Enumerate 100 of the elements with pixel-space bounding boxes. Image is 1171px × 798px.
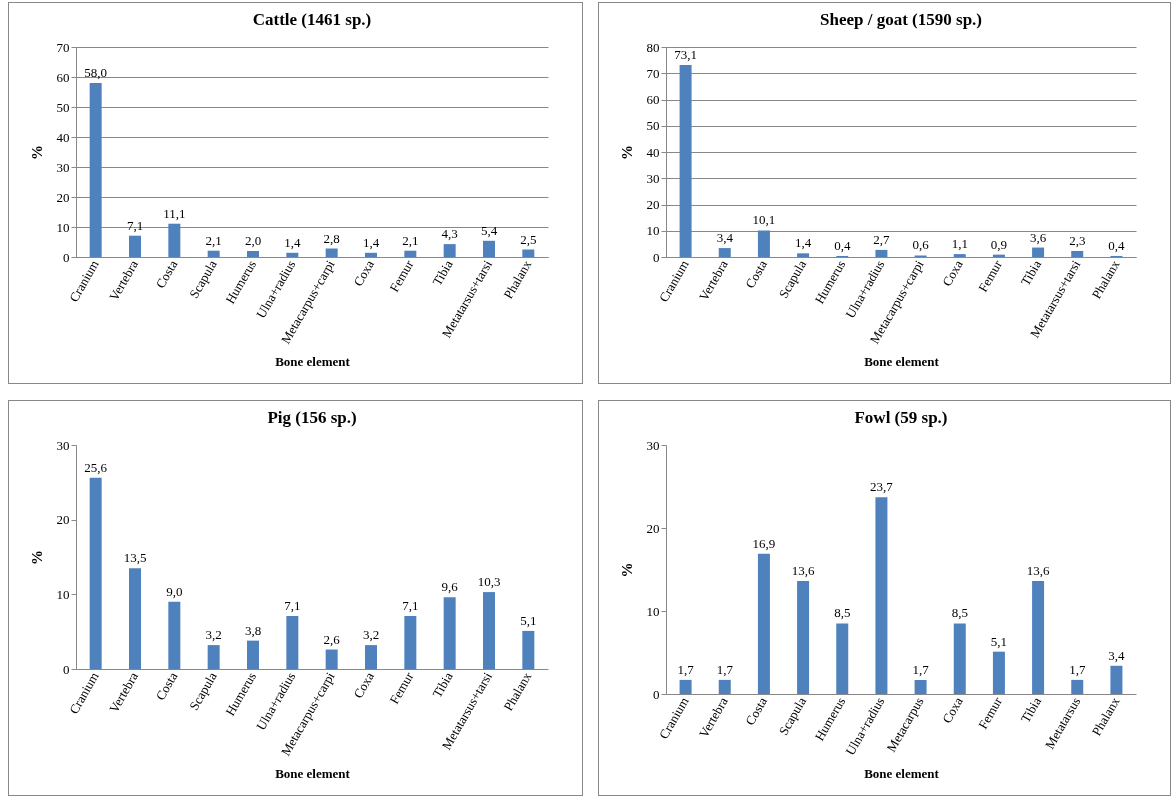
y-tick-label: 40 bbox=[646, 144, 660, 160]
data-label: 3,8 bbox=[244, 622, 262, 638]
bar bbox=[757, 230, 770, 257]
data-label: 7,1 bbox=[284, 597, 301, 613]
y-tick-label: 20 bbox=[56, 512, 70, 528]
x-axis-title: Bone element bbox=[864, 765, 940, 781]
data-label: 58,0 bbox=[84, 65, 108, 80]
bar bbox=[836, 623, 849, 694]
bar bbox=[89, 477, 102, 669]
y-axis-title: % bbox=[618, 145, 635, 160]
bar bbox=[522, 249, 535, 257]
data-label: 2,1 bbox=[402, 232, 419, 248]
bar bbox=[1071, 250, 1084, 257]
data-label: 0,4 bbox=[834, 237, 851, 253]
y-axis-title: % bbox=[28, 145, 45, 160]
bar bbox=[129, 235, 141, 257]
data-label: 2,7 bbox=[873, 231, 891, 247]
data-label: 1,7 bbox=[716, 661, 734, 677]
bar bbox=[365, 252, 377, 257]
data-label: 13,5 bbox=[123, 550, 147, 566]
bar bbox=[679, 679, 692, 694]
y-tick-label: 10 bbox=[56, 586, 70, 602]
y-tick-label: 20 bbox=[56, 189, 70, 205]
bar bbox=[914, 679, 927, 694]
bar bbox=[1032, 247, 1045, 257]
y-tick-label: 10 bbox=[56, 219, 70, 235]
bar bbox=[953, 623, 966, 694]
data-label: 0,4 bbox=[1108, 237, 1126, 253]
bar bbox=[953, 254, 966, 257]
data-label: 2,6 bbox=[323, 631, 341, 647]
y-tick-label: 50 bbox=[56, 99, 70, 115]
bar bbox=[129, 568, 141, 669]
data-label: 1,4 bbox=[794, 235, 812, 251]
y-tick-label: 20 bbox=[646, 520, 660, 536]
data-label: 4,3 bbox=[441, 226, 458, 242]
bar bbox=[1071, 679, 1084, 694]
y-tick-label: 60 bbox=[56, 69, 70, 85]
y-tick-label: 0 bbox=[63, 249, 70, 265]
data-label: 2,1 bbox=[205, 232, 222, 248]
data-label: 3,4 bbox=[1108, 647, 1126, 663]
y-tick-label: 80 bbox=[646, 39, 660, 55]
data-label: 13,6 bbox=[791, 563, 815, 579]
data-label: 5,4 bbox=[480, 222, 498, 238]
data-label: 7,1 bbox=[402, 597, 419, 613]
bar bbox=[483, 240, 495, 257]
data-label: 23,7 bbox=[870, 479, 894, 495]
data-label: 2,0 bbox=[244, 233, 262, 248]
y-tick-label: 30 bbox=[646, 170, 660, 186]
data-label: 3,2 bbox=[362, 627, 380, 643]
data-label: 1,4 bbox=[362, 234, 380, 250]
bar bbox=[522, 630, 535, 669]
data-label: 13,6 bbox=[1026, 563, 1050, 579]
data-label: 16,9 bbox=[752, 535, 776, 551]
x-axis-title: Bone element bbox=[275, 766, 351, 782]
bar bbox=[286, 615, 299, 669]
y-tick-label: 20 bbox=[646, 197, 660, 212]
bar bbox=[679, 65, 692, 257]
bar bbox=[207, 250, 220, 257]
bar bbox=[718, 248, 731, 257]
y-tick-label: 0 bbox=[653, 249, 660, 265]
data-label: 0,6 bbox=[912, 237, 930, 253]
data-label: 5,1 bbox=[990, 633, 1008, 649]
bar bbox=[365, 645, 377, 669]
bar bbox=[797, 253, 810, 257]
bar bbox=[443, 597, 456, 669]
y-axis-title: % bbox=[618, 562, 635, 578]
data-label: 2,3 bbox=[1069, 232, 1086, 248]
data-label: 8,5 bbox=[951, 605, 968, 621]
data-label: 73,1 bbox=[674, 47, 697, 63]
bar bbox=[89, 83, 102, 257]
data-label: 1,7 bbox=[677, 661, 695, 677]
bar bbox=[1110, 665, 1123, 694]
y-tick-label: 0 bbox=[63, 661, 70, 677]
x-axis-title: Bone element bbox=[275, 354, 351, 370]
bar bbox=[875, 249, 888, 257]
bar bbox=[168, 223, 181, 257]
data-label: 7,1 bbox=[126, 217, 144, 233]
x-axis-title: Bone element bbox=[864, 354, 940, 370]
bar bbox=[247, 251, 259, 257]
y-tick-label: 30 bbox=[56, 437, 70, 453]
y-tick-label: 50 bbox=[646, 118, 660, 134]
y-tick-label: 30 bbox=[56, 159, 70, 175]
data-label: 2,5 bbox=[520, 231, 537, 247]
bar bbox=[992, 651, 1005, 694]
bar bbox=[286, 252, 299, 257]
data-label: 10,1 bbox=[752, 212, 776, 228]
data-label: 2,8 bbox=[323, 230, 340, 246]
bar bbox=[483, 592, 495, 669]
y-tick-label: 60 bbox=[646, 92, 660, 107]
data-label: 5,1 bbox=[520, 612, 537, 628]
data-label: 8,5 bbox=[834, 605, 851, 621]
y-tick-label: 10 bbox=[646, 223, 660, 239]
bar bbox=[757, 553, 770, 694]
bar bbox=[404, 250, 417, 257]
data-label: 10,3 bbox=[477, 574, 501, 590]
bar bbox=[797, 581, 810, 694]
bar bbox=[443, 244, 456, 257]
data-label: 1,7 bbox=[912, 661, 930, 677]
chart-title: Pig (156 sp.) bbox=[267, 408, 357, 427]
bar bbox=[168, 601, 181, 669]
